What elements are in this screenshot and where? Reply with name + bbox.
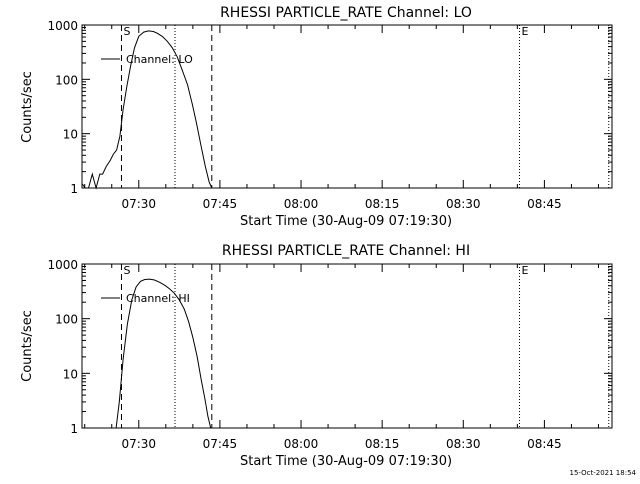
y-tick-label: 1000 <box>47 258 78 272</box>
plot-frame <box>81 263 613 429</box>
panel-title: RHESSI PARTICLE_RATE Channel: HI <box>222 243 470 259</box>
series-group <box>115 278 212 429</box>
y-axis: 1 10 100 1000 <box>47 19 612 196</box>
marker-label: S <box>123 25 130 38</box>
plot-frame <box>81 24 613 189</box>
x-tick-label: 08:30 <box>446 197 481 211</box>
series-group <box>81 30 213 190</box>
marker-label: E <box>522 25 529 38</box>
panel-channel-lo: RHESSI PARTICLE_RATE Channel: LO 1101001… <box>20 5 613 229</box>
y-tick-label: 100 <box>55 313 78 327</box>
x-tick-label: 08:15 <box>365 437 400 451</box>
y-axis-label: Counts/sec <box>20 71 35 143</box>
x-tick-label: 07:30 <box>121 437 156 451</box>
generation-timestamp: 15-Oct-2021 18:54 <box>570 469 637 477</box>
x-tick-label: 08:30 <box>446 437 481 451</box>
panel-title: RHESSI PARTICLE_RATE Channel: LO <box>220 5 472 21</box>
legend: Channel: LO <box>101 53 193 66</box>
x-tick-label: 08:45 <box>527 437 562 451</box>
y-tick-label: 100 <box>55 73 78 87</box>
x-tick-label: 07:30 <box>121 197 156 211</box>
x-axis-label: Start Time (30-Aug-09 07:19:30) <box>240 214 452 229</box>
x-tick-label: 08:45 <box>527 197 562 211</box>
series-line <box>81 30 213 190</box>
y-tick-label: 1 <box>70 422 78 436</box>
x-axis: 07:30 07:45 08:00 08:15 08:30 08:45 <box>84 25 599 211</box>
x-axis: 07:30 07:45 08:00 08:15 08:30 08:45 <box>84 264 599 451</box>
marker-label: S <box>123 264 130 277</box>
x-axis-label: Start Time (30-Aug-09 07:19:30) <box>240 454 452 469</box>
marker-label: E <box>522 264 529 277</box>
y-tick-label: 1 <box>70 182 78 196</box>
x-tick-label: 08:00 <box>284 437 319 451</box>
legend-label: Channel: HI <box>126 292 190 305</box>
panel-channel-hi: RHESSI PARTICLE_RATE Channel: HI 1101001… <box>20 243 613 469</box>
x-tick-label: 08:15 <box>365 197 400 211</box>
y-axis-label: Counts/sec <box>20 310 35 382</box>
y-tick-label: 1000 <box>47 19 78 33</box>
x-tick-label: 07:45 <box>203 197 238 211</box>
y-tick-label: 10 <box>63 128 78 142</box>
series-line <box>115 278 212 429</box>
legend: Channel: HI <box>101 292 190 305</box>
y-tick-label: 10 <box>63 367 78 381</box>
legend-label: Channel: LO <box>126 53 193 66</box>
y-axis: 1 10 100 1000 <box>47 258 612 436</box>
x-tick-label: 08:00 <box>284 197 319 211</box>
x-tick-label: 07:45 <box>203 437 238 451</box>
